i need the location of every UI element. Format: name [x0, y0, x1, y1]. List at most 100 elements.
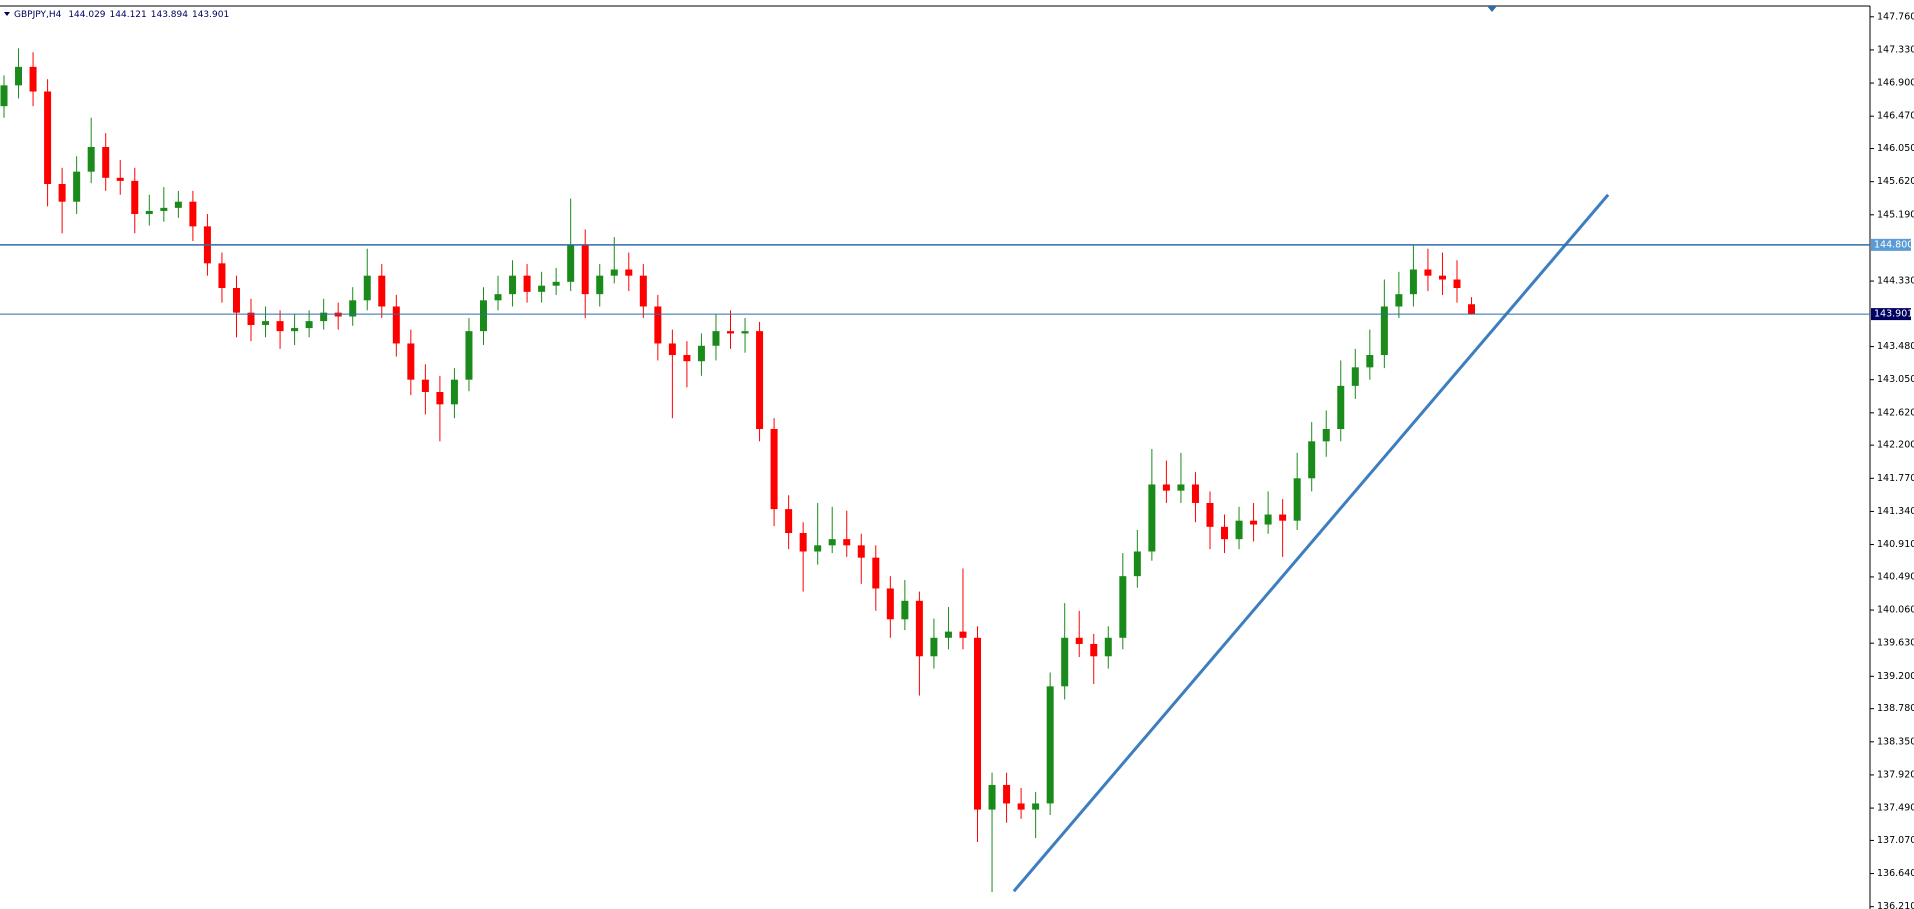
y-tick-label: 140.910	[1877, 539, 1914, 550]
candle-body	[509, 275, 517, 295]
y-tick-label: 136.640	[1877, 868, 1914, 879]
candle-body	[174, 201, 182, 208]
trendline	[1012, 193, 1610, 893]
candle-body	[1337, 385, 1345, 429]
y-tick-label: 139.200	[1877, 671, 1914, 682]
candle-body	[988, 784, 996, 810]
candle-body	[1409, 269, 1417, 295]
header-arrow	[4, 12, 10, 16]
candle-body	[232, 287, 240, 313]
candle-body	[930, 637, 938, 657]
y-tick-label: 138.780	[1877, 703, 1914, 714]
y-tick-label: 137.070	[1877, 835, 1914, 846]
candle-body	[1424, 269, 1432, 276]
candle-body	[727, 331, 734, 334]
candle-body	[1235, 520, 1243, 540]
y-tick-label: 140.060	[1877, 605, 1914, 616]
candle-body	[320, 312, 328, 322]
header-close: 143.901	[192, 10, 229, 20]
candle-body	[1191, 484, 1199, 503]
candle-body	[1438, 275, 1446, 280]
candle-body	[407, 343, 415, 380]
y-tick-label: 141.340	[1877, 506, 1914, 517]
price-label-bg	[1871, 238, 1911, 251]
candle-body	[1162, 484, 1170, 491]
y-tick-label: 142.620	[1877, 407, 1914, 418]
y-tick-label: 137.490	[1877, 803, 1914, 814]
candle-body	[363, 275, 371, 301]
candle-body	[87, 146, 95, 172]
candle-body	[843, 539, 851, 546]
candle-body	[1206, 502, 1214, 527]
candle-body	[1032, 803, 1040, 810]
candle-body	[785, 509, 793, 534]
y-tick-label: 143.480	[1877, 341, 1914, 352]
candle-body	[581, 244, 589, 295]
candle-body	[392, 306, 400, 344]
shift-marker	[1487, 6, 1497, 12]
y-tick-label: 146.050	[1877, 143, 1914, 154]
candle-body	[450, 379, 458, 405]
candle-body	[102, 146, 110, 178]
header-low: 143.894	[151, 10, 188, 20]
candle-body	[465, 331, 473, 380]
candle-body	[1133, 551, 1141, 577]
candle-body	[0, 85, 8, 107]
candle-body	[901, 600, 909, 620]
header-high: 144.121	[110, 10, 147, 20]
candle-body	[770, 428, 778, 510]
candle-body	[218, 263, 226, 288]
y-tick-label: 147.760	[1877, 11, 1914, 22]
candle-body	[262, 321, 270, 325]
candle-body	[494, 294, 502, 301]
candle-body	[145, 210, 153, 215]
candle-body	[1380, 306, 1388, 356]
candle-body	[944, 631, 952, 638]
candle-body	[1046, 686, 1054, 804]
header: GBPJPY,H4 144.029 144.121 143.894 143.901	[14, 10, 229, 20]
y-tick-label: 137.920	[1877, 769, 1914, 780]
candle-body	[1293, 478, 1301, 521]
candle-body	[683, 355, 691, 362]
candle-body	[552, 281, 560, 286]
candle-body	[1279, 514, 1287, 521]
candle-body	[625, 269, 633, 276]
candle-body	[814, 545, 822, 552]
y-tick-label: 145.190	[1877, 209, 1914, 220]
candle-body	[654, 306, 662, 344]
header-open: 144.029	[68, 10, 105, 20]
y-tick-label: 146.470	[1877, 111, 1914, 122]
candle-body	[291, 328, 299, 332]
candle-body	[73, 171, 81, 202]
price-label-bg	[1871, 308, 1911, 321]
candle-body	[116, 177, 124, 181]
y-tick-label: 145.620	[1877, 176, 1914, 187]
candle-body	[567, 244, 575, 282]
candle-body	[189, 201, 197, 227]
candle-body	[1221, 526, 1229, 540]
candle-body	[799, 533, 807, 552]
y-tick-label: 142.200	[1877, 440, 1914, 451]
candle-body	[29, 66, 37, 92]
candle-body	[959, 631, 967, 638]
y-tick-label: 138.350	[1877, 736, 1914, 747]
candle-body	[305, 321, 313, 329]
y-tick-label: 136.210	[1877, 901, 1914, 909]
price-label: 143.901	[1874, 309, 1913, 320]
candle-body	[421, 379, 429, 393]
candle-body	[15, 66, 23, 86]
candle-body	[1351, 367, 1359, 386]
candle-body	[1003, 784, 1011, 804]
candle-body	[1395, 294, 1403, 307]
symbol: GBPJPY,H4	[14, 10, 62, 20]
candle-body	[741, 331, 749, 334]
candle-body	[1061, 637, 1069, 687]
candle-body	[1322, 428, 1330, 442]
candle-body	[610, 269, 618, 276]
candle-body	[712, 331, 720, 346]
candle-body	[1090, 643, 1098, 657]
candle-body	[247, 312, 255, 325]
candle-body	[756, 331, 764, 429]
